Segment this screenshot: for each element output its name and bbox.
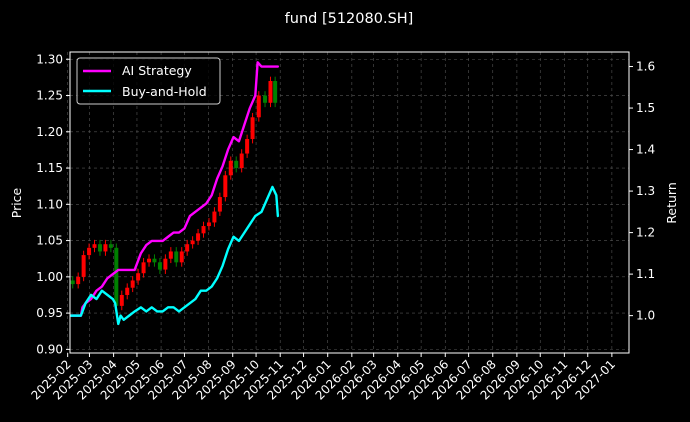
legend-label-ai-strategy: AI Strategy bbox=[122, 63, 192, 78]
candle-body bbox=[157, 262, 162, 270]
candle-body bbox=[119, 294, 124, 306]
candle-body bbox=[185, 244, 190, 252]
candle-body bbox=[108, 244, 113, 248]
candle-body bbox=[87, 247, 92, 256]
candle-body bbox=[223, 175, 228, 198]
left-y-axis: 0.90 0.95 1.00 1.05 1.10 1.15 1.20 1.25 1.30 bbox=[36, 52, 70, 356]
right-tick-label: 1.3 bbox=[636, 184, 655, 198]
candle-body bbox=[217, 197, 222, 212]
price-candles bbox=[70, 76, 278, 311]
candle-body bbox=[103, 244, 108, 252]
candle-body bbox=[212, 211, 217, 223]
candle-body bbox=[179, 251, 184, 263]
candle-body bbox=[250, 117, 255, 140]
candle-body bbox=[239, 153, 244, 169]
candle-body bbox=[256, 95, 261, 118]
candle-body bbox=[125, 287, 130, 295]
candle-body bbox=[174, 251, 179, 263]
legend: AI Strategy Buy-and-Hold bbox=[76, 57, 221, 105]
candle-body bbox=[263, 95, 268, 103]
candle-body bbox=[76, 276, 81, 285]
candle-body bbox=[273, 81, 278, 103]
left-tick-label: 1.25 bbox=[36, 89, 63, 103]
candle-body bbox=[81, 255, 86, 277]
left-tick-label: 1.00 bbox=[36, 270, 63, 284]
left-axis-title: Price bbox=[9, 187, 24, 218]
series-line-buy-and-hold bbox=[69, 185, 280, 326]
candle-body bbox=[163, 258, 168, 270]
candle-body bbox=[141, 262, 146, 274]
candle-body bbox=[130, 280, 135, 288]
left-tick-label: 0.90 bbox=[36, 342, 63, 356]
candle-body bbox=[234, 160, 239, 169]
candle-body bbox=[201, 226, 206, 234]
right-tick-label: 1.6 bbox=[636, 60, 655, 74]
left-tick-label: 1.05 bbox=[36, 234, 63, 248]
candle-body bbox=[92, 244, 97, 248]
right-tick-label: 1.2 bbox=[636, 226, 655, 240]
plot-frame bbox=[69, 51, 630, 354]
left-tick-label: 1.15 bbox=[36, 161, 63, 175]
left-tick-label: 1.20 bbox=[36, 125, 63, 139]
right-tick-label: 1.5 bbox=[636, 101, 655, 115]
candle-body bbox=[136, 273, 141, 281]
left-tick-label: 1.30 bbox=[36, 52, 63, 66]
left-tick-label: 1.10 bbox=[36, 197, 63, 211]
candle-body bbox=[70, 280, 75, 285]
right-tick-label: 1.1 bbox=[636, 267, 655, 281]
series-lines bbox=[69, 61, 280, 326]
series-line-ai-strategy bbox=[69, 61, 280, 317]
right-axis-title: Return bbox=[664, 182, 679, 223]
legend-box bbox=[76, 57, 221, 105]
candle-body bbox=[168, 251, 173, 259]
candle-body bbox=[245, 139, 250, 154]
candle-body bbox=[97, 244, 102, 252]
legend-label-buy-and-hold: Buy-and-Hold bbox=[122, 84, 207, 99]
candle-body bbox=[196, 233, 201, 241]
candle-body bbox=[114, 247, 119, 306]
candle-body bbox=[228, 160, 233, 176]
right-tick-label: 1.4 bbox=[636, 143, 655, 157]
candle-body bbox=[190, 240, 195, 245]
right-tick-label: 1.0 bbox=[636, 309, 655, 323]
left-tick-label: 0.95 bbox=[36, 306, 63, 320]
candle-body bbox=[206, 222, 211, 227]
candle-body bbox=[152, 258, 157, 263]
candle-body bbox=[268, 81, 273, 103]
candle-body bbox=[147, 258, 152, 263]
right-y-axis: 1.0 1.1 1.2 1.3 1.4 1.5 1.6 bbox=[629, 60, 655, 323]
chart-title: fund [512080.SH] bbox=[285, 11, 414, 27]
